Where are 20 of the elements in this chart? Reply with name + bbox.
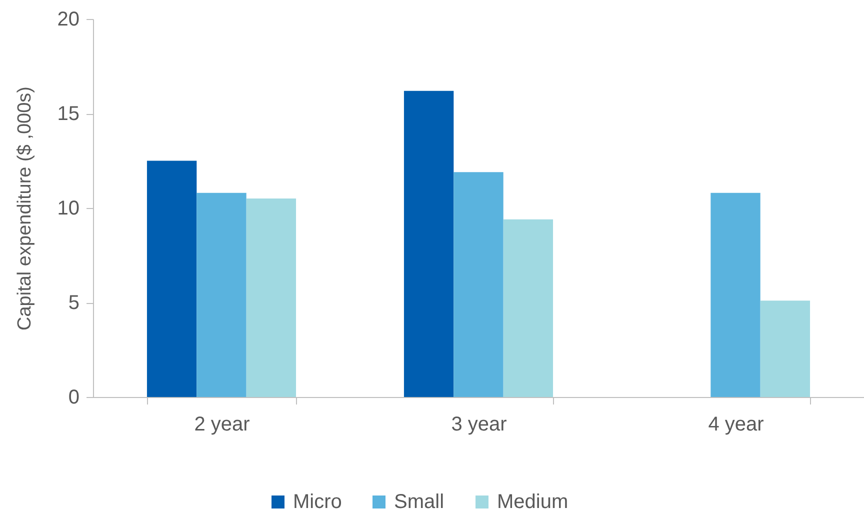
y-tick-label: 10 [57, 198, 80, 220]
bar [454, 172, 504, 397]
x-tick-label: 4 year [708, 414, 764, 436]
y-axis-title: Capital expenditure ($ ,000s) [14, 86, 36, 330]
x-tick-label: 2 year [194, 414, 250, 436]
y-tick-label: 0 [68, 386, 80, 408]
bar [760, 300, 810, 397]
y-tick-label: 15 [57, 103, 80, 125]
x-tick-label: 3 year [451, 414, 508, 436]
y-tick-label: 20 [57, 8, 80, 30]
bar [710, 192, 760, 397]
legend-label: Small [394, 491, 444, 513]
bar [404, 90, 454, 397]
legend-label: Medium [497, 491, 568, 513]
legend-label: Micro [293, 491, 342, 513]
bar [246, 198, 296, 397]
bar [196, 192, 246, 397]
bar [146, 160, 197, 397]
bar [503, 219, 554, 397]
y-tick-label: 5 [68, 292, 80, 314]
